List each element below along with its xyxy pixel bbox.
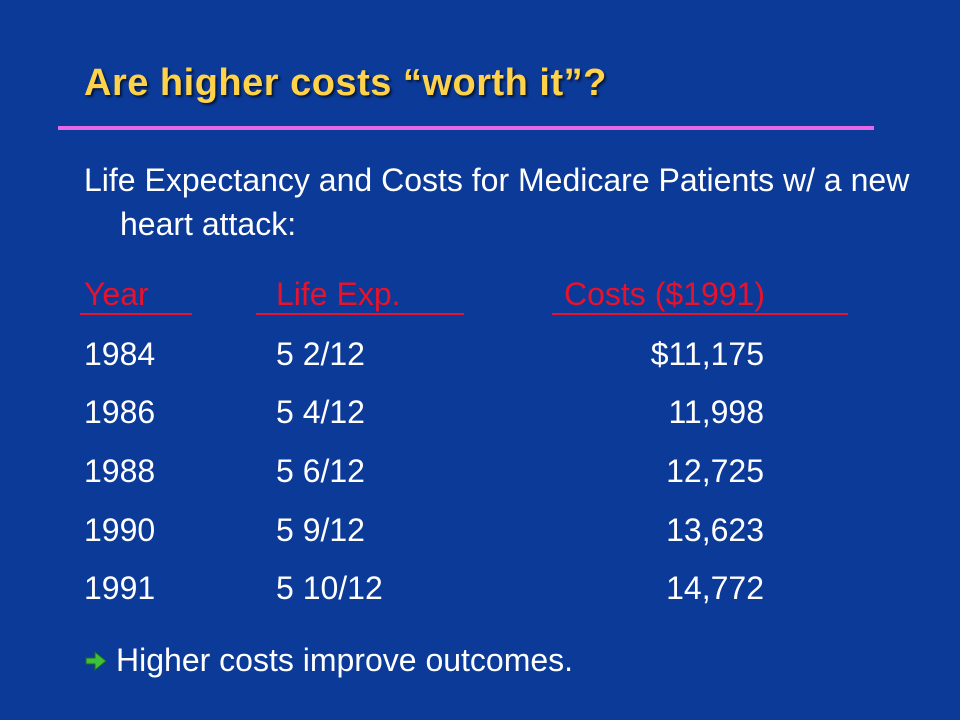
cell-life-exp: 5 4/12 [276, 394, 365, 430]
cell-year: 1984 [84, 336, 156, 372]
header-year: Year [84, 276, 149, 312]
cell-cost: 13,623 [666, 512, 764, 548]
header-year-underline [80, 313, 192, 315]
conclusion-text: Higher costs improve outcomes. [116, 642, 574, 678]
header-costs-underline [552, 313, 848, 315]
intro-text: Life Expectancy and Costs for Medicare P… [84, 162, 910, 242]
cell-year: 1986 [84, 394, 156, 430]
cell-life-exp: 5 10/12 [276, 570, 383, 606]
conclusion-bullet: Higher costs improve outcomes. [84, 640, 573, 680]
cell-life-exp: 5 9/12 [276, 512, 365, 548]
cell-cost: 14,772 [666, 570, 764, 606]
title-underline [58, 126, 874, 130]
cell-cost: $11,175 [650, 336, 764, 372]
header-life-exp-underline [256, 313, 464, 315]
cell-year: 1988 [84, 453, 156, 489]
cell-year: 1991 [84, 570, 156, 606]
slide-title: Are higher costs “worth it”? [84, 62, 607, 104]
cell-cost: 12,725 [666, 453, 764, 489]
cell-cost: 11,998 [668, 394, 765, 430]
arrow-right-icon [85, 650, 107, 672]
cell-life-exp: 5 2/12 [276, 336, 365, 372]
cell-life-exp: 5 6/12 [276, 453, 365, 489]
cell-year: 1990 [84, 512, 156, 548]
header-life-exp: Life Exp. [276, 276, 401, 312]
header-costs: Costs ($1991) [564, 276, 765, 312]
